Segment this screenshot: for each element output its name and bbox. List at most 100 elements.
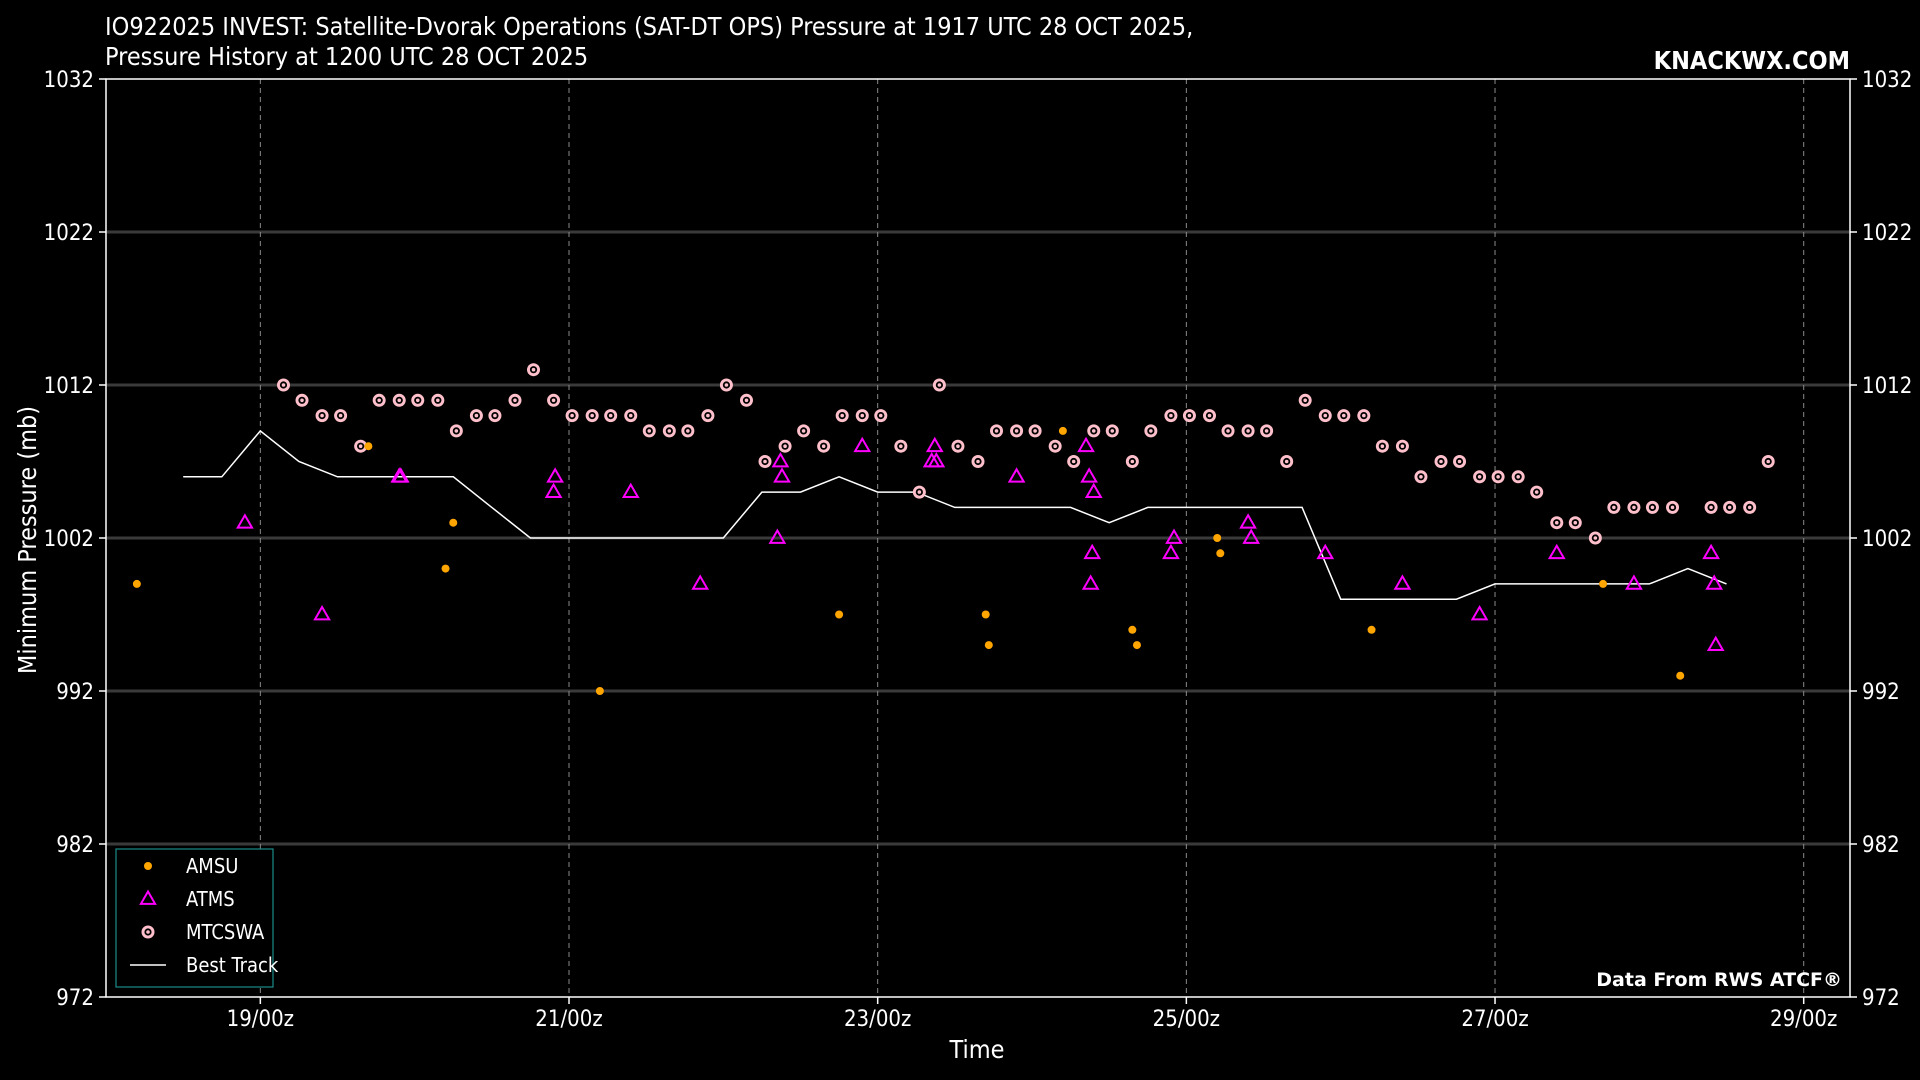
y-tick-label-right: 982 xyxy=(1862,833,1900,858)
mtcswa-point-core xyxy=(1284,459,1289,464)
mtcswa-point-core xyxy=(1612,505,1616,510)
chart-title-line-2: Pressure History at 1200 UTC 28 OCT 2025 xyxy=(105,42,589,71)
amsu-point xyxy=(1132,641,1141,650)
axes: 972 972 982 982 992 992 1002 1002 1012 1012 1022 10… xyxy=(44,68,1913,1032)
y-tick-label-right: 992 xyxy=(1862,680,1900,705)
mtcswa-point-core xyxy=(647,429,652,433)
mtcswa-point-core xyxy=(1593,536,1598,540)
mtcswa-point-core xyxy=(1516,475,1520,479)
atms-point xyxy=(853,436,872,453)
mtcswa-point-core xyxy=(1053,444,1057,449)
atms-point xyxy=(1081,574,1100,590)
atms-point xyxy=(925,436,944,453)
atms-point xyxy=(1162,543,1180,560)
atms-point xyxy=(1084,482,1103,498)
mtcswa-point-core xyxy=(590,413,594,418)
mtcswa-point-core xyxy=(1747,505,1752,510)
mtcswa-point-core xyxy=(531,367,536,372)
mtcswa-point-core xyxy=(706,413,710,418)
legend: AMSU ATMS MTCSWA Best Track xyxy=(115,848,279,988)
amsu-point xyxy=(984,641,993,650)
legend-label: AMSU xyxy=(186,854,238,878)
mtcswa-point-core xyxy=(1439,459,1443,464)
amsu-point xyxy=(441,564,450,573)
mtcswa-point-core xyxy=(320,413,324,418)
chart-marks xyxy=(132,363,1775,695)
mtcswa-point-core xyxy=(1207,413,1212,418)
amsu-point xyxy=(132,579,141,588)
mtcswa-point-core xyxy=(493,413,497,418)
atms-point xyxy=(546,467,564,483)
amsu-point xyxy=(1676,671,1685,680)
y-tick-label: 992 xyxy=(56,680,94,705)
mtcswa-point-core xyxy=(1650,505,1655,510)
y-axis-label: Minimum Pressure (mb) xyxy=(13,406,42,674)
amsu-point xyxy=(449,518,458,527)
mtcswa-point-core xyxy=(1246,429,1250,433)
mtcswa-point-core xyxy=(1554,520,1559,525)
mtcswa-point-core xyxy=(840,413,844,418)
x-tick-label: 19/00z xyxy=(227,1007,294,1032)
mtcswa-point-core xyxy=(860,413,865,418)
y-tick-label: 982 xyxy=(56,833,94,858)
atms-point xyxy=(927,451,946,468)
amsu-point xyxy=(1216,549,1225,558)
atms-point xyxy=(544,482,563,498)
atms-point xyxy=(236,513,254,529)
mtcswa-point-core xyxy=(454,429,459,433)
mtcswa-point-core xyxy=(1091,429,1096,433)
atms-point xyxy=(1007,467,1026,483)
data-source-note: Data From RWS ATCF® xyxy=(1596,969,1842,991)
chart-title-line-1: IO922025 INVEST: Satellite-Dvorak Operat… xyxy=(105,12,1194,41)
mtcswa-point-core xyxy=(801,429,806,433)
legend-mtcswa-marker-core xyxy=(146,930,150,934)
mtcswa-point-core xyxy=(1149,429,1153,433)
y-tick-label: 972 xyxy=(56,986,94,1011)
mtcswa-point-core xyxy=(976,459,980,464)
mtcswa-point-core xyxy=(513,398,517,403)
atms-point xyxy=(771,451,790,468)
legend-label: MTCSWA xyxy=(186,920,265,944)
atms-point xyxy=(1702,543,1720,560)
mtcswa-point-core xyxy=(667,429,672,433)
y-tick-label-right: 972 xyxy=(1862,986,1900,1011)
mtcswa-point-core xyxy=(821,444,826,449)
mtcswa-point-core xyxy=(1766,459,1771,464)
mtcswa-point-core xyxy=(1110,429,1115,433)
mtcswa-point-core xyxy=(358,444,363,449)
brand-watermark: KNACKWX.COM xyxy=(1653,46,1850,75)
amsu-point xyxy=(1213,534,1222,542)
legend-box xyxy=(115,848,274,988)
mtcswa-point-core xyxy=(300,398,304,403)
mtcswa-point-core xyxy=(1303,398,1307,403)
atms-point xyxy=(1242,528,1261,544)
mtcswa-point-core xyxy=(551,398,556,403)
atms-point xyxy=(1077,436,1095,453)
atms-point xyxy=(1083,543,1102,560)
y-tick-label-right: 1012 xyxy=(1862,374,1912,399)
atms-point xyxy=(691,574,710,590)
atms-point xyxy=(1239,513,1257,529)
mtcswa-point-core xyxy=(608,413,613,418)
mtcswa-point-core xyxy=(1130,459,1135,464)
mtcswa-point-core xyxy=(1727,505,1732,510)
y-tick-label: 1022 xyxy=(44,221,94,246)
mtcswa-point-core xyxy=(1400,444,1405,449)
mtcswa-point-core xyxy=(744,398,749,403)
mtcswa-point-core xyxy=(1477,475,1482,479)
mtcswa-point-core xyxy=(1709,505,1713,510)
mtcswa-point-core xyxy=(628,413,633,418)
mtcswa-point-core xyxy=(956,444,960,449)
amsu-point xyxy=(595,687,604,695)
amsu-point xyxy=(981,610,990,619)
amsu-point xyxy=(364,442,373,451)
atms-point xyxy=(1470,604,1489,621)
mtcswa-point-core xyxy=(1264,429,1269,433)
legend-label: ATMS xyxy=(186,887,235,911)
y-tick-label: 1002 xyxy=(44,527,94,552)
x-tick-label: 29/00z xyxy=(1770,1007,1837,1032)
mtcswa-point-core xyxy=(1419,475,1423,479)
amsu-point xyxy=(1367,625,1376,634)
amsu-point xyxy=(1599,579,1608,588)
